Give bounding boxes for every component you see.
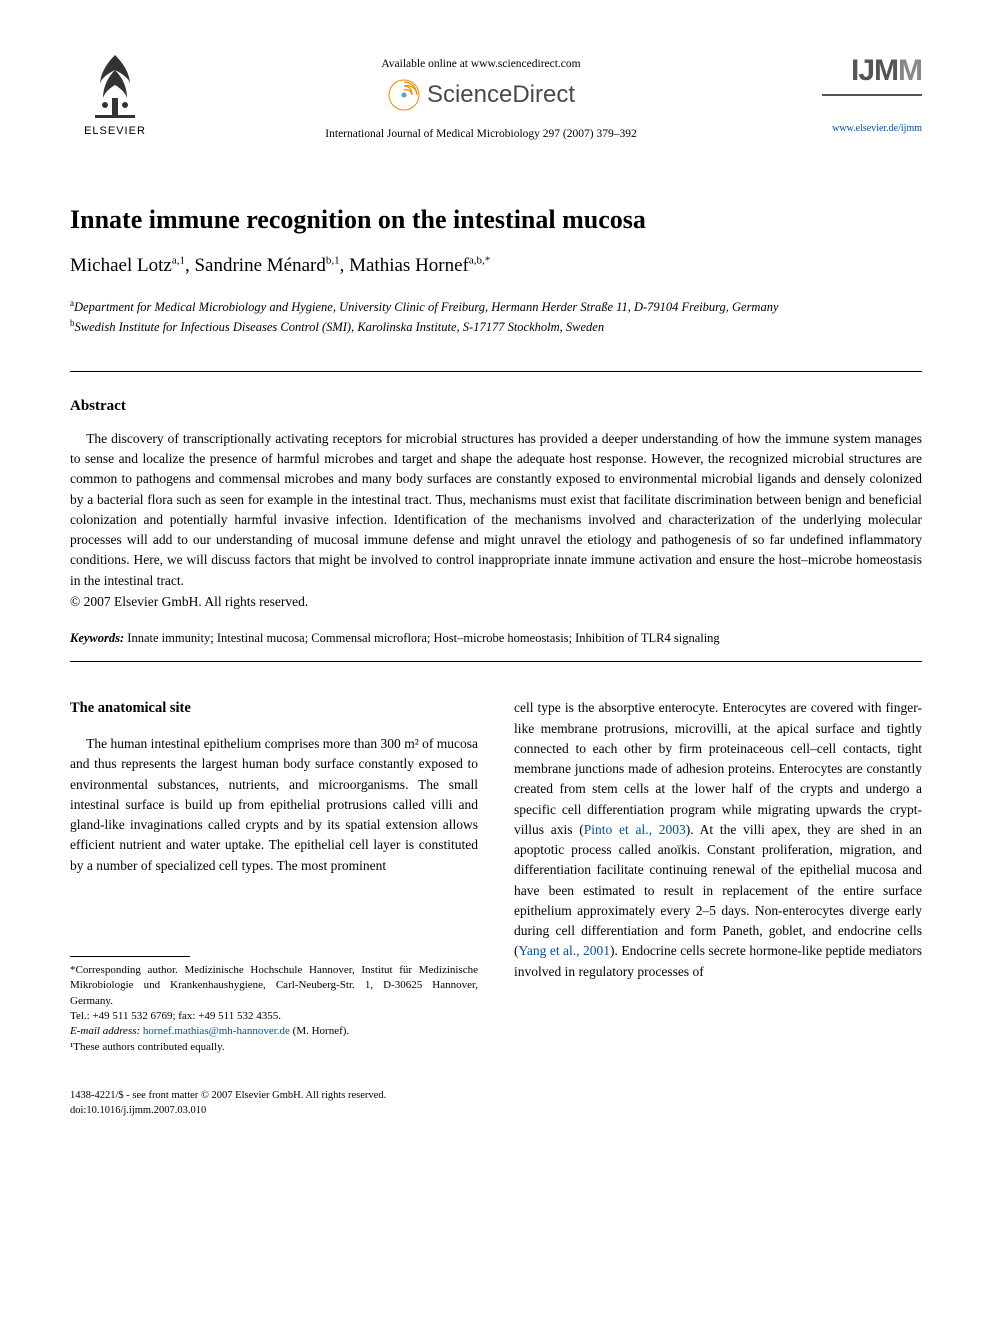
available-online-text: Available online at www.sciencedirect.co… bbox=[160, 56, 802, 72]
email-line: E-mail address: hornef.mathias@mh-hannov… bbox=[70, 1024, 478, 1039]
citation-link-pinto[interactable]: Pinto et al., 2003 bbox=[584, 822, 686, 837]
abstract-heading: Abstract bbox=[70, 396, 922, 417]
tel-fax: Tel.: +49 511 532 6769; fax: +49 511 532… bbox=[70, 1009, 478, 1024]
author-3: Mathias Hornefa,b,* bbox=[349, 255, 490, 276]
right-column: cell type is the absorptive enterocyte. … bbox=[514, 698, 922, 1055]
author-1: Michael Lotza,1 bbox=[70, 255, 185, 276]
ijmm-underline bbox=[822, 94, 922, 96]
ijmm-letter-j: J bbox=[858, 50, 874, 92]
left-paragraph: The human intestinal epithelium comprise… bbox=[70, 734, 478, 876]
abstract-body: The discovery of transcriptionally activ… bbox=[70, 429, 922, 591]
ijmm-logo: I J M M bbox=[851, 50, 922, 92]
affiliation-b: bSwedish Institute for Infectious Diseas… bbox=[70, 317, 922, 337]
sciencedirect-swirl-icon bbox=[387, 78, 421, 112]
citation-link-yang[interactable]: Yang et al., 2001 bbox=[519, 943, 611, 958]
section-heading: The anatomical site bbox=[70, 698, 478, 720]
front-matter-footer: 1438-4221/$ - see front matter © 2007 El… bbox=[70, 1089, 922, 1118]
corresponding-author: *Corresponding author. Medizinische Hoch… bbox=[70, 963, 478, 1009]
email-link[interactable]: hornef.mathias@mh-hannover.de bbox=[143, 1025, 290, 1037]
elsevier-tree-icon bbox=[85, 50, 145, 120]
affiliation-a: aDepartment for Medical Microbiology and… bbox=[70, 297, 922, 317]
journal-url-link[interactable]: www.elsevier.de/ijmm bbox=[832, 122, 922, 136]
ijmm-letter-m1: M bbox=[874, 50, 898, 92]
center-header: Available online at www.sciencedirect.co… bbox=[160, 50, 802, 142]
abstract-copyright: © 2007 Elsevier GmbH. All rights reserve… bbox=[70, 593, 922, 612]
keywords-line: Keywords: Innate immunity; Intestinal mu… bbox=[70, 630, 922, 648]
ijmm-letter-i: I bbox=[851, 50, 858, 92]
footnotes: *Corresponding author. Medizinische Hoch… bbox=[70, 963, 478, 1055]
author-2: Sandrine Ménardb,1 bbox=[194, 255, 339, 276]
rule-bottom bbox=[70, 661, 922, 662]
article-title: Innate immune recognition on the intesti… bbox=[70, 202, 922, 238]
elsevier-logo-block: ELSEVIER bbox=[70, 50, 160, 139]
journal-logo-block: I J M M www.elsevier.de/ijmm bbox=[802, 50, 922, 136]
rule-top bbox=[70, 371, 922, 372]
sciencedirect-wordmark: ScienceDirect bbox=[427, 78, 575, 112]
email-label: E-mail address: bbox=[70, 1025, 140, 1037]
page-header: ELSEVIER Available online at www.science… bbox=[70, 50, 922, 142]
journal-citation: International Journal of Medical Microbi… bbox=[160, 126, 802, 142]
email-paren: (M. Hornef). bbox=[290, 1025, 349, 1037]
elsevier-label: ELSEVIER bbox=[84, 124, 146, 139]
front-matter-line1: 1438-4221/$ - see front matter © 2007 El… bbox=[70, 1089, 922, 1104]
keywords-text: Innate immunity; Intestinal mucosa; Comm… bbox=[124, 631, 720, 645]
ijmm-letter-m2: M bbox=[898, 50, 922, 92]
keywords-label: Keywords: bbox=[70, 631, 124, 645]
left-column: The anatomical site The human intestinal… bbox=[70, 698, 478, 1055]
footnote-rule bbox=[70, 956, 190, 957]
doi-line: doi:10.1016/j.ijmm.2007.03.010 bbox=[70, 1104, 922, 1119]
authors-line: Michael Lotza,1, Sandrine Ménardb,1, Mat… bbox=[70, 253, 922, 280]
body-columns: The anatomical site The human intestinal… bbox=[70, 698, 922, 1055]
sciencedirect-logo-row: ScienceDirect bbox=[160, 78, 802, 112]
equal-contribution: ¹These authors contributed equally. bbox=[70, 1040, 478, 1055]
affiliations: aDepartment for Medical Microbiology and… bbox=[70, 297, 922, 337]
right-paragraph: cell type is the absorptive enterocyte. … bbox=[514, 698, 922, 982]
